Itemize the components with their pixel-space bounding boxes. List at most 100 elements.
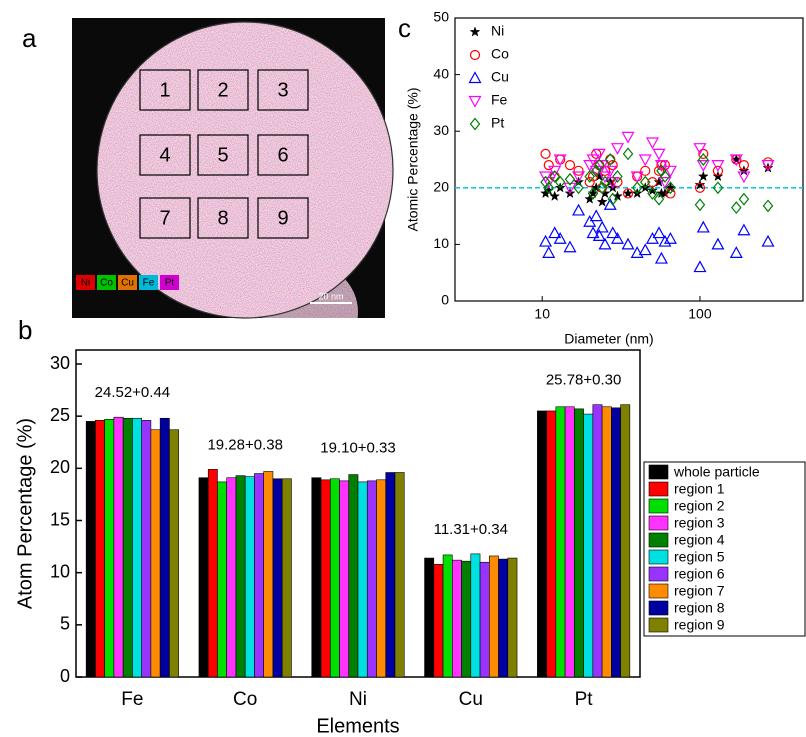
y-tick-label: 20	[433, 179, 449, 195]
bar	[537, 410, 547, 678]
data-point	[647, 187, 658, 200]
data-point	[592, 148, 606, 161]
data-point	[711, 237, 725, 250]
bar	[366, 480, 377, 678]
data-point	[542, 246, 556, 258]
data-point	[696, 160, 710, 172]
region-label: 1	[159, 79, 170, 101]
data-point	[659, 170, 671, 183]
bar	[620, 404, 631, 678]
y-tick-label: 10	[433, 235, 449, 251]
bar	[611, 407, 621, 678]
data-point	[652, 148, 666, 161]
bar	[244, 476, 255, 678]
particle	[97, 22, 393, 318]
bar	[281, 478, 292, 678]
bar	[433, 564, 444, 678]
legend-swatch	[648, 515, 669, 531]
bar	[601, 406, 612, 678]
data-point	[639, 175, 651, 189]
data-point	[622, 188, 634, 199]
bar	[546, 410, 557, 678]
element-swatch	[118, 275, 137, 290]
data-point	[646, 184, 658, 196]
bar	[169, 429, 179, 678]
bar	[507, 557, 518, 678]
bar	[226, 477, 237, 678]
panel-label: a	[22, 23, 37, 53]
x-tick-label: Fe	[121, 689, 143, 710]
data-point	[540, 148, 551, 159]
bar	[424, 557, 435, 678]
data-point	[549, 170, 560, 183]
bar	[122, 417, 133, 678]
legend-marker	[468, 95, 482, 108]
x-axis-label: Elements	[316, 715, 399, 737]
bar	[376, 479, 387, 678]
data-point	[564, 172, 576, 186]
legend-label: region 8	[674, 600, 725, 616]
element-legend: Ni Co Cu Fe Pt	[76, 275, 179, 290]
panel-label: b	[18, 315, 32, 345]
x-tick-label: Pt	[575, 689, 594, 710]
legend-label: Ni	[491, 23, 504, 39]
data-point	[712, 165, 724, 176]
data-point	[539, 234, 553, 247]
data-point	[553, 231, 567, 244]
region-label: 4	[159, 144, 170, 166]
data-point	[583, 215, 597, 227]
bar	[263, 471, 274, 678]
data-point	[596, 196, 608, 207]
data-point	[693, 143, 707, 155]
legend-label: region 9	[674, 617, 725, 633]
legend-label: region 7	[674, 583, 725, 599]
element-label: Pt	[165, 278, 175, 289]
legend-label: region 4	[674, 532, 725, 548]
data-point	[698, 148, 709, 159]
data-point	[630, 246, 644, 258]
data-point	[711, 160, 725, 172]
legend-marker	[469, 26, 481, 37]
data-point	[589, 209, 603, 222]
region-label: 9	[277, 207, 288, 229]
bar	[311, 477, 322, 678]
bar	[132, 417, 142, 678]
element-label: Ni	[81, 278, 90, 289]
legend-swatch	[648, 583, 669, 599]
data-point	[583, 160, 597, 172]
data-point	[738, 165, 750, 176]
element-label: Fe	[143, 278, 155, 289]
data-point	[572, 171, 586, 184]
bar	[574, 408, 584, 678]
data-point	[607, 160, 618, 171]
x-axis-label: Diameter (nm)	[564, 331, 653, 347]
y-tick-label: 10	[50, 561, 70, 581]
bar	[583, 413, 594, 678]
legend-label: region 6	[674, 566, 725, 582]
region-box	[257, 197, 309, 239]
legend-label: region 1	[674, 481, 725, 497]
data-point	[645, 137, 659, 150]
legend-label: Cu	[491, 69, 509, 85]
data-point	[712, 181, 724, 195]
data-point	[598, 237, 612, 250]
bar-annotation: 11.31+0.34	[434, 521, 508, 538]
element-swatch	[76, 275, 95, 290]
data-point	[731, 201, 742, 215]
bar	[272, 478, 283, 678]
data-point	[762, 199, 774, 213]
bar	[442, 554, 453, 678]
data-point	[761, 234, 775, 247]
data-point	[563, 240, 577, 253]
region-box	[197, 69, 249, 111]
bar	[498, 558, 509, 678]
data-point	[653, 192, 665, 206]
y-tick-label: 15	[50, 509, 70, 529]
data-point	[598, 171, 612, 184]
data-point	[638, 154, 652, 167]
region-label: 7	[159, 207, 170, 229]
region-label: 6	[277, 144, 288, 166]
bar	[385, 472, 396, 678]
bar	[555, 406, 566, 678]
data-point	[622, 147, 634, 161]
